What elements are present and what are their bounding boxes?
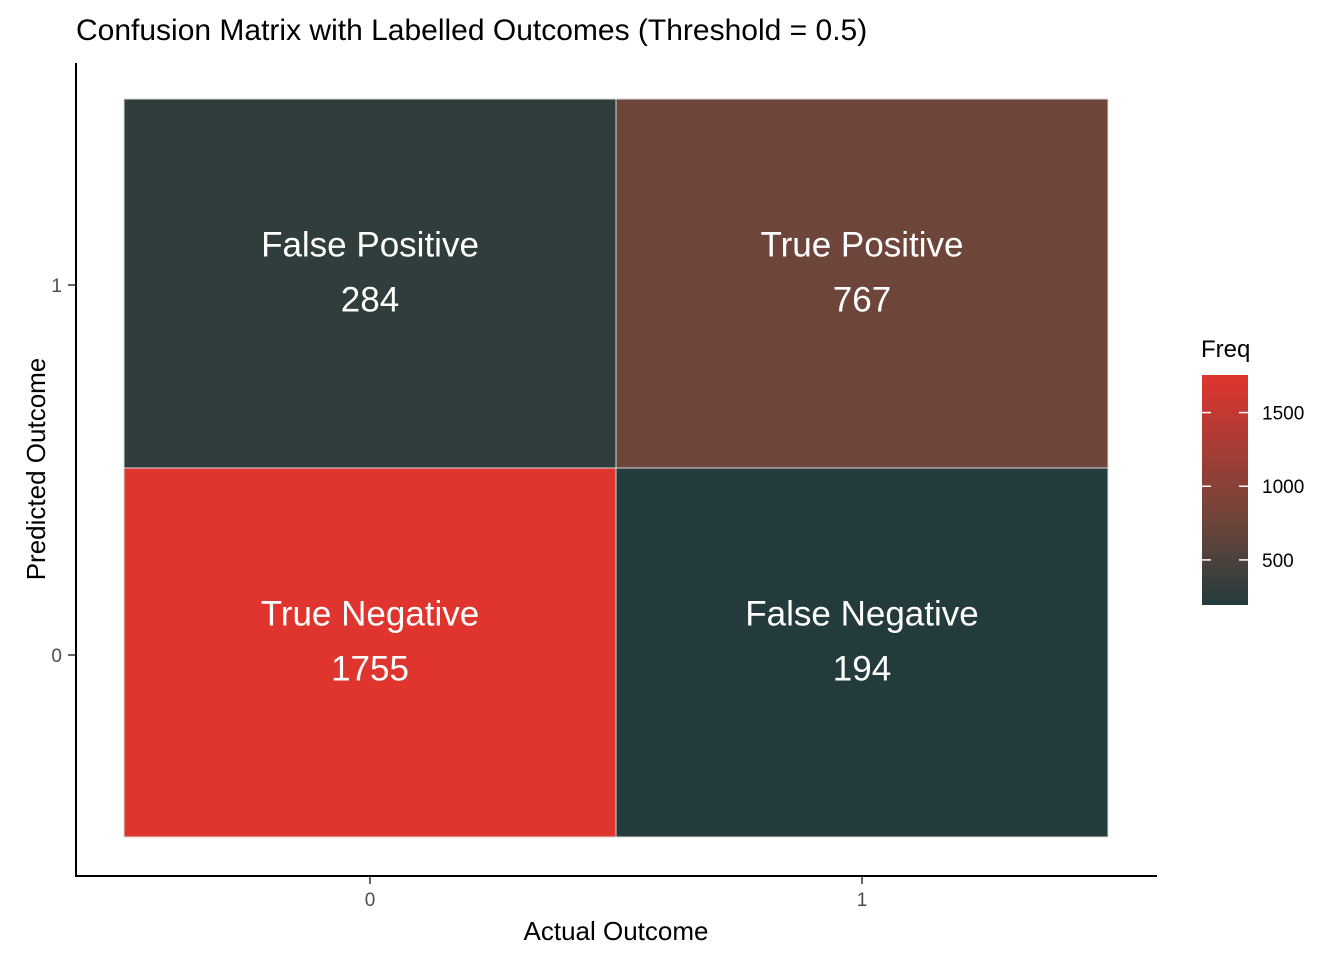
legend-colorbar	[1202, 375, 1248, 605]
heatmap-cell	[123, 98, 617, 469]
y-tick-label: 1	[51, 276, 62, 297]
axis-ticks: 0 1 0 1	[51, 276, 867, 911]
x-axis-title: Actual Outcome	[524, 916, 709, 946]
cell-outcome-label: False Positive	[261, 226, 479, 265]
cell-value-label: 284	[341, 281, 399, 320]
cell-outcome-label: True Positive	[761, 226, 964, 265]
color-legend: Freq 500 1000 1500	[1201, 336, 1304, 605]
legend-tick-label: 1500	[1262, 404, 1304, 425]
x-tick-label: 1	[857, 890, 868, 911]
cell-value-label: 1755	[331, 650, 409, 689]
x-tick-label: 0	[365, 890, 376, 911]
heatmap-cells	[123, 98, 1109, 838]
cell-outcome-label: True Negative	[261, 595, 480, 634]
y-tick-label: 0	[51, 646, 62, 667]
chart-title: Confusion Matrix with Labelled Outcomes …	[76, 14, 867, 47]
y-axis-title: Predicted Outcome	[21, 358, 51, 581]
heatmap-cell	[615, 98, 1109, 469]
cell-outcome-label: False Negative	[745, 595, 978, 634]
legend-tick-label: 1000	[1262, 477, 1304, 498]
cell-value-label: 767	[833, 281, 891, 320]
heatmap-cell	[123, 467, 617, 838]
cell-labels: False Positive 284 True Positive 767 True Ne…	[261, 226, 979, 689]
legend-title: Freq	[1201, 336, 1250, 363]
heatmap-cell	[615, 467, 1109, 838]
cell-value-label: 194	[833, 650, 891, 689]
legend-tick-label: 500	[1262, 551, 1294, 572]
